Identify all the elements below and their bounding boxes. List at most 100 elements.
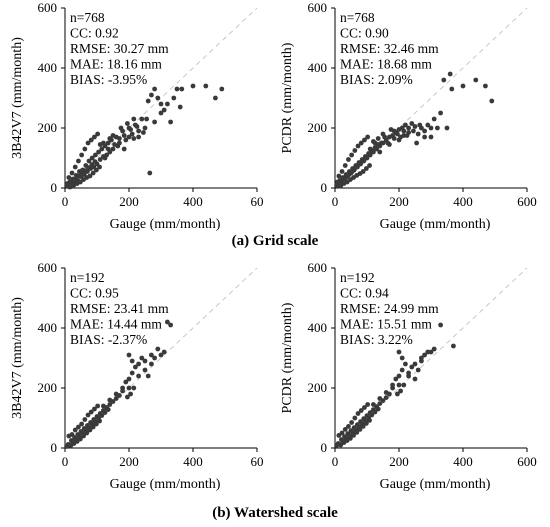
data-point — [359, 159, 365, 165]
x-tick-label: 200 — [119, 194, 139, 209]
data-point — [113, 391, 119, 397]
data-point — [95, 403, 101, 409]
data-point — [422, 128, 427, 134]
data-point — [136, 134, 142, 140]
x-tick-label: 200 — [389, 454, 409, 469]
reference-line-1to1 — [334, 267, 528, 449]
data-point — [349, 152, 355, 158]
data-point — [158, 110, 164, 116]
data-point — [355, 143, 361, 149]
data-point — [65, 181, 70, 186]
stats-line: RMSE: 32.46 mm — [340, 41, 439, 56]
data-point — [339, 430, 345, 436]
data-point — [161, 349, 167, 355]
data-point — [81, 433, 86, 439]
x-tick-label: 0 — [332, 194, 339, 209]
data-point — [128, 127, 134, 132]
data-point — [399, 367, 405, 373]
stats-line: BIAS: 3.22% — [340, 332, 413, 347]
data-point — [136, 361, 142, 367]
data-point — [375, 406, 381, 412]
data-point — [83, 168, 88, 174]
data-point — [396, 373, 402, 379]
y-tick-label: 0 — [321, 180, 328, 195]
data-point — [149, 352, 154, 358]
stats-line: CC: 0.95 — [70, 286, 119, 301]
stats-line: MAE: 18.68 mm — [340, 57, 432, 72]
data-point — [391, 136, 397, 141]
stats-line: BIAS: -2.37% — [70, 332, 147, 347]
data-point — [371, 402, 376, 407]
stats-line: CC: 0.94 — [340, 286, 389, 301]
data-point — [352, 415, 358, 421]
data-point — [145, 373, 151, 379]
y-tick-label: 400 — [38, 60, 58, 75]
data-point — [383, 390, 389, 395]
data-point — [82, 146, 88, 152]
data-point — [203, 83, 209, 89]
data-point — [369, 412, 375, 418]
data-point — [363, 166, 369, 171]
data-point — [401, 128, 407, 134]
data-point — [121, 146, 127, 152]
data-point — [165, 319, 170, 325]
data-point — [343, 175, 349, 180]
data-point — [483, 83, 488, 89]
data-point — [67, 184, 72, 190]
data-point — [346, 424, 351, 429]
data-point — [105, 407, 111, 412]
data-point — [179, 86, 185, 92]
data-point — [360, 424, 366, 429]
data-point — [129, 131, 135, 137]
data-point — [131, 136, 137, 141]
stats-line: RMSE: 24.99 mm — [340, 301, 439, 316]
data-point — [362, 405, 367, 410]
data-point — [372, 409, 378, 415]
data-point — [129, 370, 135, 376]
data-point — [337, 183, 342, 189]
data-point — [409, 121, 415, 126]
data-point — [69, 170, 75, 176]
data-point — [161, 107, 167, 113]
data-point — [84, 430, 90, 436]
data-point — [342, 427, 348, 432]
y-tick-label: 200 — [38, 120, 58, 135]
data-point — [451, 343, 456, 349]
data-point — [382, 134, 387, 140]
data-point — [107, 402, 113, 407]
data-point — [123, 379, 129, 385]
data-point — [415, 131, 421, 137]
data-point — [356, 162, 362, 168]
data-point — [136, 128, 142, 134]
data-point — [346, 157, 351, 162]
stats-line: n=768 — [70, 10, 105, 25]
x-tick-label: 60 — [251, 454, 264, 469]
caption-watershed-scale: (b) Watershed scale — [212, 505, 338, 521]
data-point — [126, 385, 132, 391]
data-point — [85, 412, 91, 418]
reference-line-1to1 — [64, 267, 258, 449]
data-point — [425, 349, 431, 355]
data-point — [144, 116, 150, 122]
chart-panel-grid-pcdr: 0 200 400 600 0 200 400 600 Gauge (mm/month) PCDR… — [280, 0, 537, 232]
data-point — [412, 124, 418, 129]
data-point — [363, 421, 369, 426]
data-point — [123, 137, 129, 143]
stats-line: CC: 0.92 — [70, 26, 119, 41]
data-point — [126, 134, 132, 140]
data-point — [449, 86, 455, 92]
data-point — [69, 432, 75, 437]
data-point — [415, 367, 421, 373]
data-point — [142, 367, 148, 373]
data-point — [72, 427, 78, 433]
data-point — [76, 158, 81, 164]
x-tick-label: 400 — [183, 454, 203, 469]
y-tick-label: 400 — [38, 320, 58, 335]
data-point — [219, 86, 225, 92]
data-point — [428, 134, 434, 140]
data-point — [401, 382, 407, 388]
data-point — [97, 142, 103, 147]
data-point — [158, 352, 164, 358]
stats-line: CC: 0.90 — [340, 26, 389, 41]
